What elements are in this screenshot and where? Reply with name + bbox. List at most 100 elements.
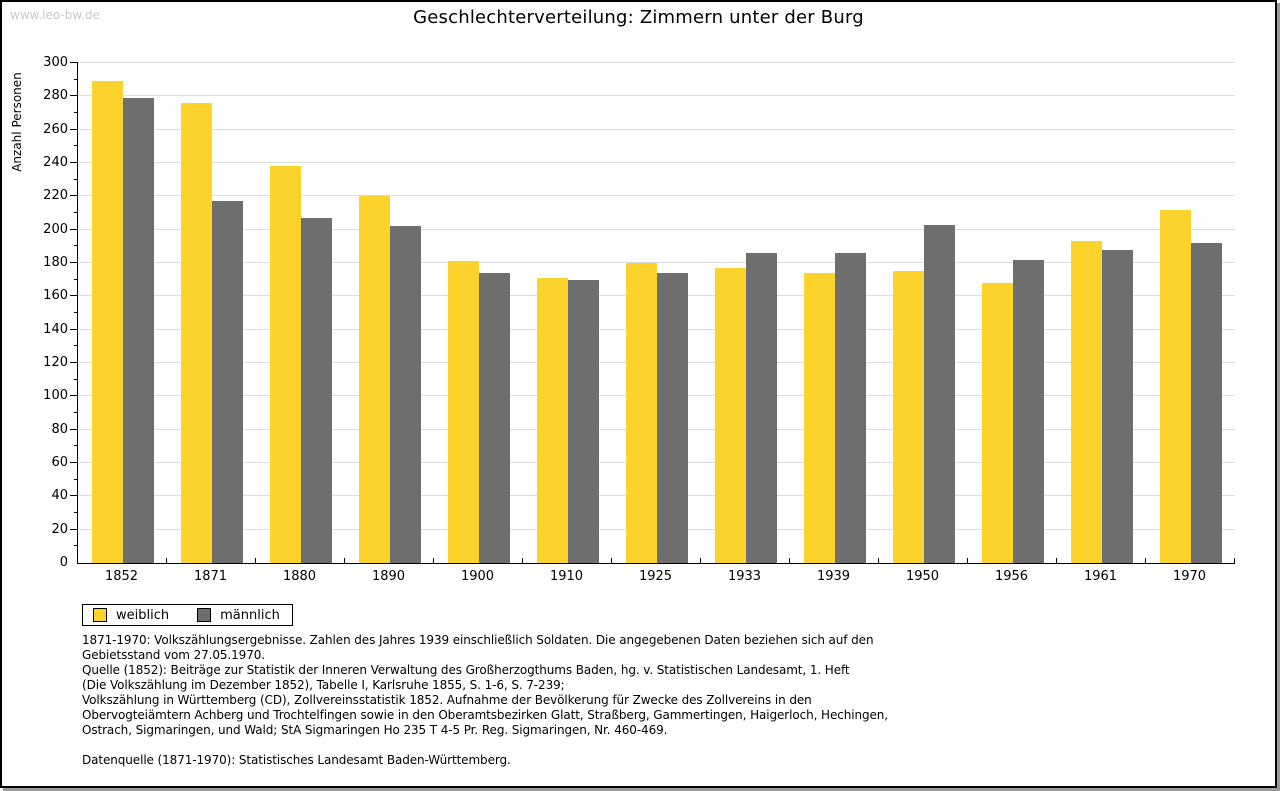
plot-area <box>70 62 1235 564</box>
y-minor-tick-190 <box>74 245 78 247</box>
legend-entry-männlich: männlich <box>197 608 280 623</box>
bar-group-1871 <box>167 63 256 563</box>
y-minor-tick-70 <box>74 445 78 447</box>
x-axis-tick-12 <box>1145 558 1146 563</box>
bar-group-1890 <box>345 63 434 563</box>
x-tick-label-1933: 1933 <box>727 569 762 584</box>
y-major-tick-240 <box>70 162 78 163</box>
bar-group-1910 <box>523 63 612 563</box>
bar-group-1900 <box>434 63 523 563</box>
bar-group-1950 <box>879 63 968 563</box>
bar-weiblich-1871 <box>180 103 212 563</box>
x-tick-label-1970: 1970 <box>1172 569 1207 584</box>
bar-group-1961 <box>1057 63 1146 563</box>
bar-männlich-1871 <box>211 201 243 563</box>
x-axis-tick-6 <box>611 558 612 563</box>
y-major-tick-120 <box>70 362 78 363</box>
y-tick-label-140: 140 <box>43 321 68 337</box>
bar-group-1956 <box>968 63 1057 563</box>
bar-weiblich-1852 <box>91 81 123 563</box>
y-tick-label-240: 240 <box>43 155 68 170</box>
y-axis-tick-labels: 0 20 40 60 80 100 120 140 160 180 200 220 240 260 280 3… <box>20 55 68 570</box>
y-tick-label-180: 180 <box>43 255 68 270</box>
chart-title: Geschlechterverteilung: Zimmern unter de… <box>413 7 864 28</box>
y-tick-label-20: 20 <box>51 521 68 537</box>
x-tick-label-1852: 1852 <box>104 569 139 584</box>
bar-weiblich-1910 <box>536 278 568 563</box>
bar-weiblich-1956 <box>981 283 1013 563</box>
bar-group-1925 <box>612 63 701 563</box>
x-axis-tick-5 <box>522 558 523 563</box>
gridline-180 <box>78 262 1235 263</box>
footnote-line-7: Ostrach, Sigmaringen, und Wald; StA Sigm… <box>82 723 668 737</box>
bar-group-1880 <box>256 63 345 563</box>
bar-männlich-1852 <box>122 98 154 563</box>
bar-männlich-1890 <box>389 226 421 563</box>
y-tick-label-80: 80 <box>51 421 68 437</box>
y-tick-label-160: 160 <box>43 288 68 304</box>
footnote-line-2: Gebietsstand vom 27.05.1970. <box>82 648 265 662</box>
legend-label-männlich: männlich <box>220 607 280 623</box>
y-minor-tick-90 <box>74 412 78 413</box>
bar-weiblich-1890 <box>358 196 390 563</box>
x-axis-tick-8 <box>789 558 790 563</box>
y-tick-label-260: 260 <box>43 121 68 137</box>
footnote-line-5: Volkszählung in Württemberg (CD), Zollve… <box>82 693 812 707</box>
y-minor-tick-210 <box>74 212 78 213</box>
y-minor-tick-250 <box>74 145 78 147</box>
y-tick-label-40: 40 <box>51 488 68 504</box>
x-tick-label-1910: 1910 <box>549 569 584 584</box>
bar-group-1970 <box>1146 63 1235 563</box>
footnote-line-6: Obervogteiämtern Achberg und Trochtelfin… <box>82 708 889 722</box>
gridline-220 <box>78 195 1235 197</box>
bar-männlich-1925 <box>656 273 688 563</box>
x-tick-label-1961: 1961 <box>1083 569 1118 584</box>
y-minor-tick-50 <box>74 478 78 480</box>
x-axis-tick-7 <box>700 558 701 563</box>
x-axis-tick-4 <box>433 558 434 563</box>
watermark-text: www.leo-bw.de <box>10 8 100 22</box>
footnote-line-1: 1871-1970: Volkszählungsergebnisse. Zahl… <box>82 633 874 647</box>
y-minor-tick-230 <box>74 178 78 180</box>
bar-weiblich-1961 <box>1070 241 1102 563</box>
y-major-tick-140 <box>70 328 78 330</box>
x-tick-label-1871: 1871 <box>193 569 228 584</box>
x-axis-tick-2 <box>255 558 256 563</box>
y-minor-tick-110 <box>74 378 78 380</box>
y-minor-tick-270 <box>74 112 78 113</box>
y-tick-label-120: 120 <box>43 355 68 370</box>
y-major-tick-60 <box>70 462 78 463</box>
legend: weiblich männlich <box>82 604 293 626</box>
y-tick-label-100: 100 <box>43 388 68 404</box>
bar-weiblich-1950 <box>892 271 924 563</box>
legend-swatch-männlich <box>197 608 212 622</box>
y-major-tick-40 <box>70 495 78 497</box>
bar-group-1933 <box>701 63 790 563</box>
x-axis-tick-labels: 1852 1871 1880 1890 1900 1910 1925 1933 1939 1950… <box>77 569 1234 587</box>
bar-männlich-1961 <box>1101 250 1133 563</box>
footnote-line-9: Datenquelle (1871-1970): Statistisches L… <box>82 753 511 767</box>
y-major-tick-300 <box>70 62 78 63</box>
bar-weiblich-1939 <box>803 273 835 563</box>
y-major-tick-200 <box>70 228 78 230</box>
x-axis-tick-9 <box>878 558 879 563</box>
footnote-line-3: Quelle (1852): Beiträge zur Statistik de… <box>82 663 850 677</box>
footnote-line-8 <box>82 738 888 753</box>
bar-series-container <box>78 63 1235 563</box>
x-tick-label-1880: 1880 <box>282 569 317 584</box>
legend-swatch-weiblich <box>93 608 107 622</box>
y-tick-label-300: 300 <box>43 55 68 70</box>
y-minor-tick-130 <box>74 345 78 347</box>
bar-männlich-1970 <box>1190 243 1222 563</box>
y-major-tick-220 <box>70 195 78 197</box>
y-minor-tick-30 <box>74 512 78 513</box>
y-tick-label-0: 0 <box>59 555 68 570</box>
gridline-300 <box>78 62 1235 63</box>
x-axis-tick-10 <box>967 558 968 563</box>
x-tick-label-1939: 1939 <box>816 569 851 584</box>
bar-weiblich-1933 <box>714 268 746 563</box>
x-tick-label-1956: 1956 <box>994 569 1029 584</box>
y-major-tick-80 <box>70 428 78 430</box>
gridline-200 <box>78 228 1235 230</box>
